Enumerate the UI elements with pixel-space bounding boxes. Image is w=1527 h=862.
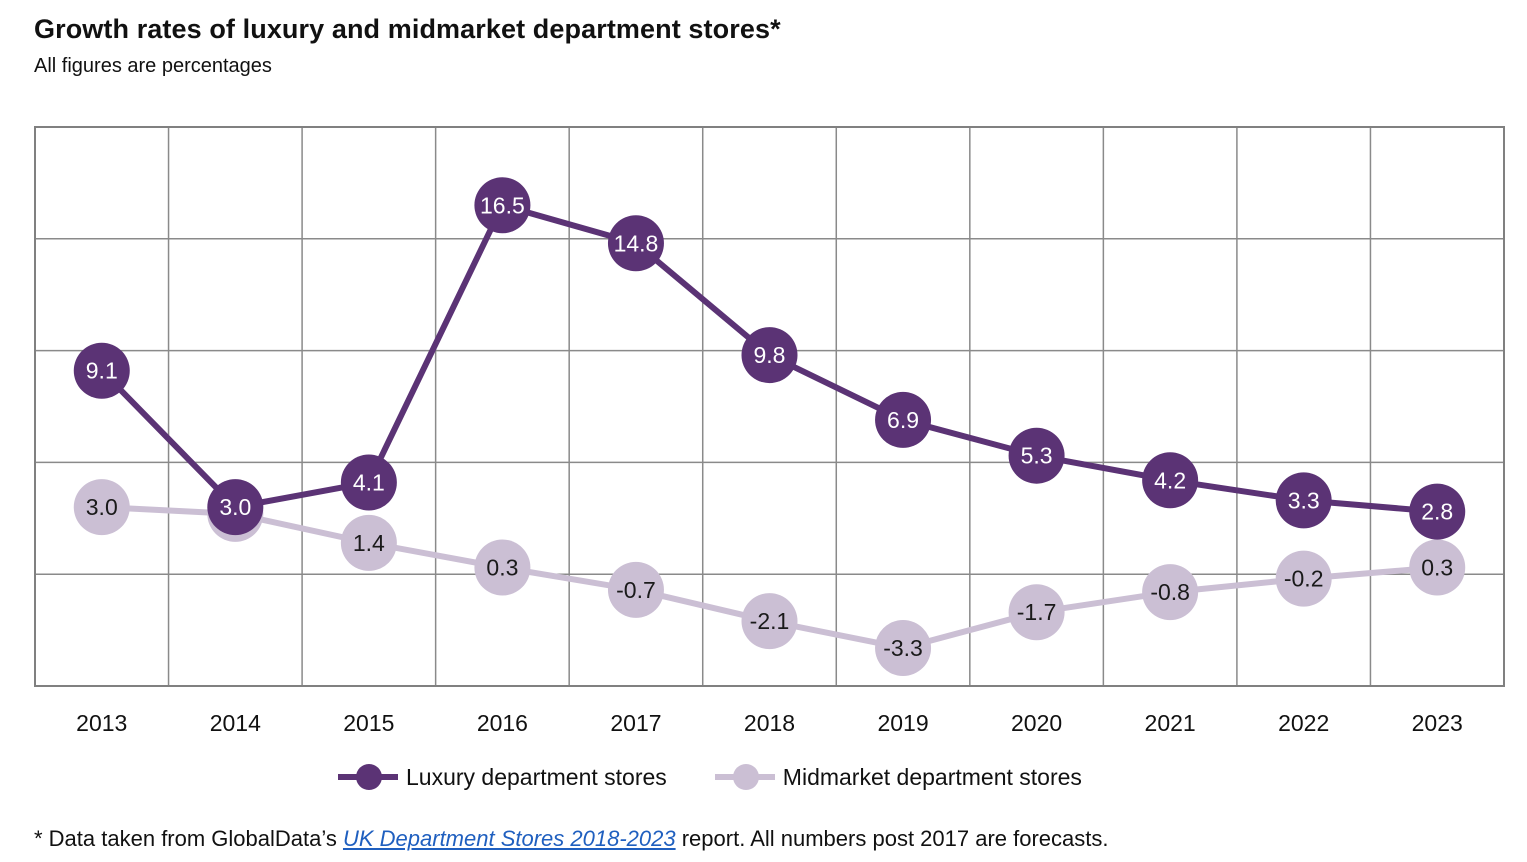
data-label: 6.9 (887, 407, 919, 433)
footnote-suffix: report. All numbers post 2017 are foreca… (675, 826, 1109, 851)
data-point (741, 327, 798, 384)
data-point (741, 593, 798, 650)
data-point (607, 561, 664, 618)
data-label: -0.7 (616, 577, 656, 603)
data-label: 1.4 (353, 530, 385, 556)
data-point (207, 479, 264, 536)
x-tick-label: 2022 (1278, 710, 1329, 736)
data-label: 4.1 (353, 470, 385, 496)
x-tick-label: 2020 (1011, 710, 1062, 736)
data-point (1008, 584, 1065, 641)
legend-key-midmarket (713, 762, 777, 792)
data-label: 0.3 (1421, 554, 1453, 580)
x-tick-label: 2016 (477, 710, 528, 736)
legend-label-midmarket: Midmarket department stores (782, 763, 1082, 790)
data-point (1142, 452, 1199, 509)
data-point (73, 479, 130, 536)
legend-item-midmarket: Midmarket department stores (713, 762, 1082, 792)
chart-grid (34, 126, 1505, 687)
x-tick-label: 2018 (744, 710, 795, 736)
data-point (1409, 539, 1466, 596)
data-label: -1.7 (1017, 599, 1057, 625)
chart-legend: Luxury department stores Midmarket depar… (336, 760, 1128, 794)
data-point (607, 215, 664, 272)
data-label: 9.8 (754, 342, 786, 368)
data-point (1275, 550, 1332, 607)
data-label: 3.0 (219, 494, 251, 520)
x-tick-label: 2019 (877, 710, 928, 736)
x-tick-label: 2013 (76, 710, 127, 736)
report-link[interactable]: UK Department Stores 2018-2023 (342, 826, 676, 851)
series-midmarket: 3.02.71.40.3-0.7-2.1-3.3-1.7-0.8-0.20.3 (73, 479, 1466, 676)
x-tick-label: 2014 (210, 710, 261, 736)
chart-subtitle: All figures are percentages (34, 55, 272, 77)
plot-frame (34, 126, 1505, 687)
data-label: 0.3 (486, 554, 518, 580)
data-label: 3.3 (1288, 487, 1320, 513)
data-label: -2.1 (750, 608, 790, 634)
data-label: -3.3 (883, 635, 923, 661)
data-point (1409, 483, 1466, 540)
data-point (875, 391, 932, 448)
x-tick-label: 2023 (1412, 710, 1463, 736)
data-label: 14.8 (614, 230, 659, 256)
x-tick-label: 2021 (1145, 710, 1196, 736)
x-tick-label: 2017 (610, 710, 661, 736)
data-label: -0.8 (1150, 579, 1190, 605)
data-label: 3.0 (86, 494, 118, 520)
data-label: 5.3 (1021, 443, 1053, 469)
chart-title: Growth rates of luxury and midmarket dep… (34, 14, 781, 44)
data-point (474, 539, 531, 596)
data-point (474, 177, 531, 234)
legend-item-luxury: Luxury department stores (336, 762, 667, 792)
data-point (1142, 564, 1199, 621)
legend-label-luxury: Luxury department stores (406, 763, 667, 790)
data-point (73, 342, 130, 399)
data-point (875, 619, 932, 676)
data-point (1275, 472, 1332, 529)
footnote: * Data taken from GlobalData’s UK Depart… (34, 826, 1109, 852)
chart-series: 3.02.71.40.3-0.7-2.1-3.3-1.7-0.8-0.20.39… (73, 177, 1466, 676)
x-axis-ticks: 2013 2014 2015 2016 2017 2018 2019 2020 2021 2022… (76, 710, 1463, 736)
data-label: 4.2 (1154, 467, 1186, 493)
legend-key-luxury (336, 762, 400, 792)
data-label: 9.1 (86, 358, 118, 384)
data-label: 2.8 (1421, 499, 1453, 525)
footnote-prefix: * Data taken from GlobalData’s (34, 826, 343, 851)
data-label: 16.5 (480, 192, 525, 218)
data-label: -0.2 (1284, 566, 1324, 592)
data-point (340, 514, 397, 571)
x-tick-label: 2015 (343, 710, 394, 736)
series-luxury: 9.1 3.0 4.1 16.5 14.8 9.8 6.9 5.3 4.2 3.3 2.8 (73, 177, 1466, 540)
data-point (1008, 427, 1065, 484)
data-point (340, 454, 397, 511)
